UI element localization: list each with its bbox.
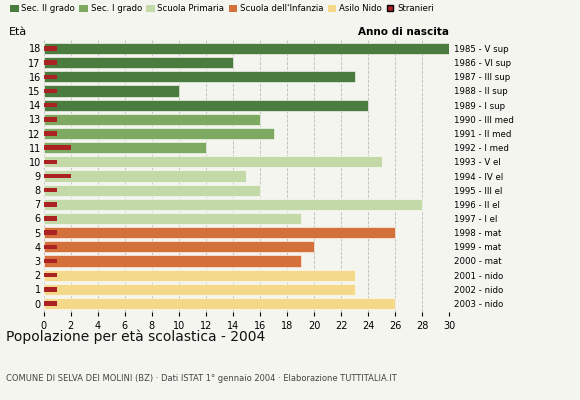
Bar [44,245,57,249]
Bar [44,256,300,266]
Bar [44,227,396,238]
Bar [44,301,57,306]
Bar [44,46,57,51]
Bar [44,103,57,107]
Bar [44,117,57,122]
Bar [44,230,57,235]
Bar [44,188,57,192]
Bar [44,185,260,196]
Bar [44,174,71,178]
Bar [44,160,57,164]
Bar [44,170,246,182]
Bar [44,131,57,136]
Bar [44,75,57,79]
Text: Popolazione per età scolastica - 2004: Popolazione per età scolastica - 2004 [6,330,265,344]
Bar [44,114,260,125]
Text: COMUNE DI SELVA DEI MOLINI (BZ) · Dati ISTAT 1° gennaio 2004 · Elaborazione TUTT: COMUNE DI SELVA DEI MOLINI (BZ) · Dati I… [6,374,397,383]
Bar [44,287,57,292]
Bar [44,60,57,65]
Bar [44,57,233,68]
Text: Anno di nascita: Anno di nascita [358,27,450,37]
Bar [44,86,179,96]
Bar [44,156,382,167]
Bar [44,213,300,224]
Bar [44,259,57,263]
Text: Età: Età [9,27,27,37]
Bar [44,270,355,281]
Bar [44,43,450,54]
Bar [44,284,355,295]
Bar [44,202,57,206]
Bar [44,142,206,153]
Bar [44,216,57,221]
Bar [44,298,396,309]
Bar [44,71,355,82]
Bar [44,100,368,111]
Bar [44,199,422,210]
Bar [44,273,57,277]
Legend: Sec. II grado, Sec. I grado, Scuola Primaria, Scuola dell'Infanzia, Asilo Nido, : Sec. II grado, Sec. I grado, Scuola Prim… [10,4,434,13]
Bar [44,146,71,150]
Bar [44,241,314,252]
Bar [44,89,57,93]
Bar [44,128,274,139]
